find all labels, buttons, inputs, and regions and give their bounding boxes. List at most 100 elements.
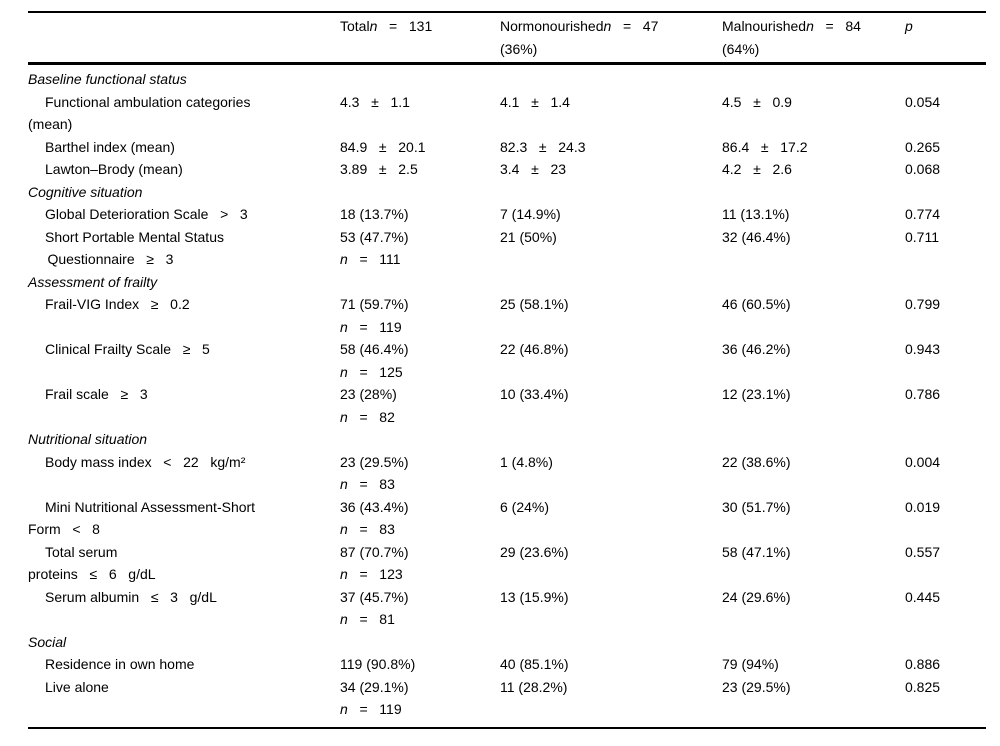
- total-value: 53 (47.7%): [340, 228, 409, 245]
- p-value: 0.054: [905, 93, 941, 110]
- normonourished-cell: 22 (46.8%): [500, 338, 722, 383]
- malnourished-cell: 22 (38.6%): [722, 451, 905, 496]
- table-row: Frail scale ≥ 3 23 (28%) n = 82 10 (33.4%…: [28, 383, 986, 428]
- total-cell: 37 (45.7%) n = 81: [340, 586, 500, 631]
- malnourished-value: 86.4 ± 17.2: [722, 138, 808, 155]
- percent-label: (64%): [722, 40, 760, 57]
- p-value-cell: 0.068: [905, 158, 986, 181]
- header-empty-cell: [28, 15, 340, 60]
- normonourished-cell: 1 (4.8%): [500, 451, 722, 496]
- total-value: 18 (13.7%): [340, 206, 409, 222]
- normonourished-cell: 3.4 ± 23: [500, 158, 722, 181]
- p-value: 0.774: [905, 206, 941, 222]
- total-value: 87 (70.7%): [340, 543, 409, 560]
- normonourished-value: 13 (15.9%): [500, 588, 569, 605]
- normonourished-value: 1 (4.8%): [500, 453, 553, 470]
- row-label-cell: Mini Nutritional Assessment-Short Form <…: [28, 496, 340, 541]
- total-value: 36 (43.4%): [340, 498, 409, 515]
- total-n-count: n = 81: [340, 611, 395, 627]
- table-row: Clinical Frailty Scale ≥ 5 58 (46.4%) n =…: [28, 338, 986, 383]
- normonourished-cell: 11 (28.2%): [500, 676, 722, 721]
- p-value: 0.786: [905, 386, 941, 402]
- p-value-cell: 0.943: [905, 338, 986, 383]
- row-label-cell: Serum albumin ≤ 3 g/dL: [28, 586, 340, 631]
- normonourished-cell: 82.3 ± 24.3: [500, 136, 722, 159]
- row-label-cell: Barthel index (mean): [28, 136, 340, 159]
- normonourished-value: 22 (46.8%): [500, 341, 569, 357]
- p-value: 0.825: [905, 678, 941, 695]
- total-value: 84.9 ± 20.1: [340, 138, 426, 155]
- normonourished-value: 40 (85.1%): [500, 656, 569, 672]
- normonourished-value: 7 (14.9%): [500, 206, 561, 222]
- total-value: 3.89 ± 2.5: [340, 161, 418, 177]
- header-total-cell: Totaln = 131: [340, 15, 500, 60]
- malnourished-value: 4.2 ± 2.6: [722, 161, 792, 177]
- section-label: Cognitive situation: [28, 183, 143, 200]
- table-row: Lawton–Brody (mean) 3.89 ± 2.5 3.4 ± 23 …: [28, 158, 986, 181]
- p-value: 0.445: [905, 588, 941, 605]
- column-label: Malnourished: [722, 18, 807, 34]
- normonourished-cell: 4.1 ± 1.4: [500, 91, 722, 136]
- p-value-cell: 0.019: [905, 496, 986, 541]
- table-row: Serum albumin ≤ 3 g/dL 37 (45.7%) n = 81 …: [28, 586, 986, 631]
- n-count: n = 47: [603, 18, 659, 34]
- header-line: Totaln = 131: [340, 15, 500, 38]
- table-row: Body mass index < 22 kg/m² 23 (29.5%) n =…: [28, 451, 986, 496]
- total-value: 23 (28%): [340, 386, 397, 402]
- section-label-cell: Assessment of frailty: [28, 271, 986, 294]
- malnourished-value: 36 (46.2%): [722, 341, 791, 357]
- malnourished-cell: 36 (46.2%): [722, 338, 905, 383]
- p-value-cell: 0.799: [905, 293, 986, 338]
- malnourished-value: 58 (47.1%): [722, 543, 791, 560]
- p-value: 0.019: [905, 498, 941, 515]
- section-label: Social: [28, 633, 67, 650]
- malnourished-cell: 46 (60.5%): [722, 293, 905, 338]
- row-label: Short Portable Mental Status Questionnai…: [45, 228, 224, 268]
- row-label-cell: Short Portable Mental Status Questionnai…: [28, 226, 340, 271]
- malnourished-cell: 79 (94%): [722, 653, 905, 676]
- normonourished-cell: 7 (14.9%): [500, 203, 722, 226]
- malnourished-value: 24 (29.6%): [722, 588, 791, 605]
- table-row: Mini Nutritional Assessment-Short Form <…: [28, 496, 986, 541]
- section-row: Baseline functional status: [28, 68, 986, 91]
- section-row: Social: [28, 631, 986, 654]
- p-value-cell: 0.825: [905, 676, 986, 721]
- total-value: 71 (59.7%): [340, 296, 409, 312]
- section-row: Nutritional situation: [28, 428, 986, 451]
- total-cell: 36 (43.4%) n = 83: [340, 496, 500, 541]
- total-cell: 87 (70.7%) n = 123: [340, 541, 500, 586]
- table-row: Residence in own home 119 (90.8%) 40 (85…: [28, 653, 986, 676]
- total-cell: 3.89 ± 2.5: [340, 158, 500, 181]
- normonourished-value: 11 (28.2%): [500, 678, 568, 695]
- malnourished-cell: 11 (13.1%): [722, 203, 905, 226]
- row-label: Live alone: [45, 678, 109, 695]
- row-label-cell: Functional ambulation categories (mean): [28, 91, 340, 136]
- table-row: Total serum proteins ≤ 6 g/dL 87 (70.7%)…: [28, 541, 986, 586]
- p-value-cell: 0.265: [905, 136, 986, 159]
- total-cell: 23 (28%) n = 82: [340, 383, 500, 428]
- row-label: Residence in own home: [45, 656, 195, 672]
- row-label: Serum albumin ≤ 3 g/dL: [45, 588, 217, 605]
- malnourished-value: 11 (13.1%): [722, 206, 790, 222]
- column-label: Normonourished: [500, 18, 604, 34]
- row-label-cell: Body mass index < 22 kg/m²: [28, 451, 340, 496]
- row-label-cell: Live alone: [28, 676, 340, 721]
- row-label-cell: Total serum proteins ≤ 6 g/dL: [28, 541, 340, 586]
- p-value-cell: 0.886: [905, 653, 986, 676]
- malnourished-cell: 30 (51.7%): [722, 496, 905, 541]
- p-value: 0.068: [905, 161, 941, 177]
- row-label-cell: Residence in own home: [28, 653, 340, 676]
- malnourished-value: 30 (51.7%): [722, 498, 791, 515]
- header-rule: [28, 62, 986, 65]
- table-header: Totaln = 131 Normonourishedn = 47 (36%) …: [28, 13, 986, 62]
- total-value: 119 (90.8%): [340, 656, 416, 672]
- total-n-count: n = 111: [340, 251, 401, 267]
- row-label: Functional ambulation categories (mean): [28, 93, 251, 133]
- row-label: Frail scale ≥ 3: [45, 386, 148, 402]
- n-count: n = 84: [806, 18, 861, 34]
- table-row: Frail-VIG Index ≥ 0.2 71 (59.7%) n = 119 …: [28, 293, 986, 338]
- malnourished-cell: 23 (29.5%): [722, 676, 905, 721]
- p-value: 0.886: [905, 656, 941, 672]
- row-label: Mini Nutritional Assessment-Short Form <…: [28, 498, 256, 538]
